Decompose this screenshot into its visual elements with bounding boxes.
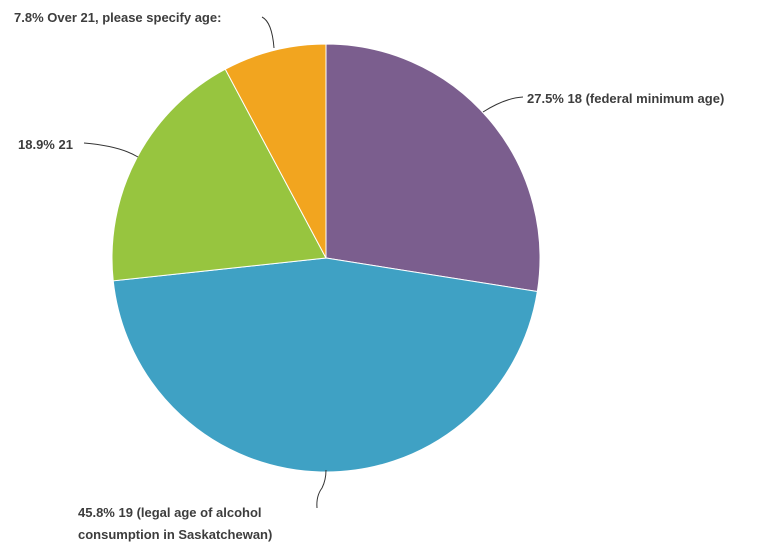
pie-slice-3 (111, 68, 327, 282)
pie-slice-1 (325, 43, 541, 293)
pie-slice-2 (112, 257, 538, 473)
slice-label-over-21: 7.8% Over 21, please specify age: (14, 10, 221, 25)
leader-line-over21 (261, 16, 275, 49)
pie-slice-4 (224, 43, 327, 259)
slice-label-19-line2: consumption in Saskatchewan) (78, 527, 272, 542)
slice-label-21: 18.9% 21 (18, 137, 73, 152)
leader-line-19 (316, 469, 327, 509)
slice-label-18: 27.5% 18 (federal minimum age) (527, 91, 724, 106)
slice-label-19: 45.8% 19 (legal age of alcohol (78, 505, 262, 520)
leader-line-21 (83, 142, 139, 158)
leader-line-18 (482, 96, 524, 113)
